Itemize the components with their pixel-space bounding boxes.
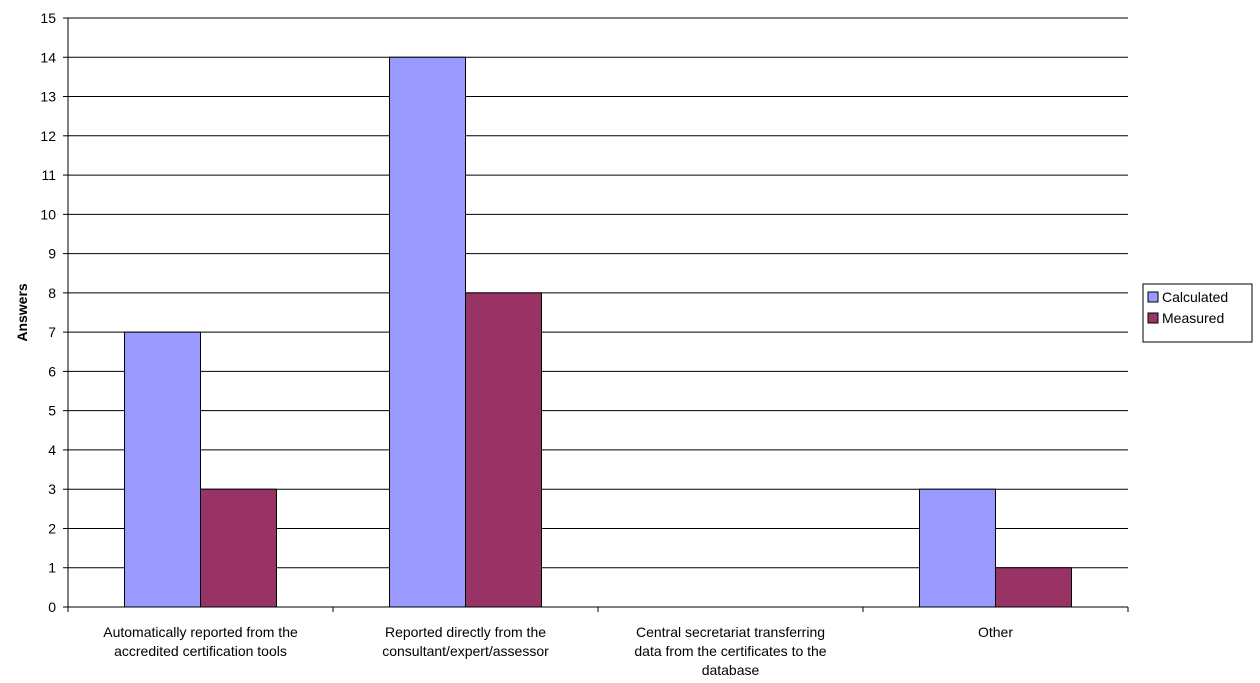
y-tick-label: 1 [48, 560, 56, 576]
y-tick-label: 15 [40, 10, 56, 26]
y-tick-label: 12 [40, 128, 56, 144]
y-tick-label: 9 [48, 246, 56, 262]
legend-box [1142, 283, 1253, 343]
x-category-label: accredited certification tools [114, 643, 287, 659]
x-category-labels: Automatically reported from the accredite… [103, 624, 1013, 678]
bar-measured [465, 292, 542, 608]
y-tick-label: 8 [48, 285, 56, 301]
y-tick-label: 7 [48, 324, 56, 340]
y-tick-label: 6 [48, 363, 56, 379]
y-tick-label: 4 [48, 442, 56, 458]
bar-calculated [389, 56, 466, 608]
y-axis-label: Answers [14, 283, 30, 342]
legend-swatch-calculated [1147, 291, 1159, 303]
y-tick-label: 13 [40, 89, 56, 105]
y-tick-label: 11 [41, 167, 56, 183]
x-category-label: database [702, 662, 760, 678]
legend-label-measured: Measured [1162, 310, 1224, 326]
x-category-label: Central secretariat transferring [636, 624, 825, 640]
y-tick-label: 14 [40, 49, 56, 65]
y-tick-label: 0 [48, 599, 56, 615]
y-tick-label: 3 [48, 481, 56, 497]
y-tick-label: 10 [40, 206, 56, 222]
bar-measured [995, 567, 1072, 608]
legend-label-calculated: Calculated [1162, 289, 1228, 305]
x-category-label: data from the certificates to the [634, 643, 826, 659]
y-tick-label: 5 [48, 403, 56, 419]
x-category-label: Reported directly from the [385, 624, 546, 640]
x-category-label: Automatically reported from the [103, 624, 298, 640]
bars [124, 56, 1072, 608]
x-category-label: Other [978, 624, 1013, 640]
axes [67, 18, 1128, 608]
legend: Calculated Measured [1142, 283, 1253, 343]
bar-measured [200, 488, 277, 608]
x-category-label: consultant/expert/assessor [382, 643, 549, 659]
bar-calculated [919, 488, 996, 608]
bar-calculated [124, 331, 201, 608]
y-tick-label: 2 [48, 520, 56, 536]
legend-swatch-measured [1147, 312, 1159, 324]
